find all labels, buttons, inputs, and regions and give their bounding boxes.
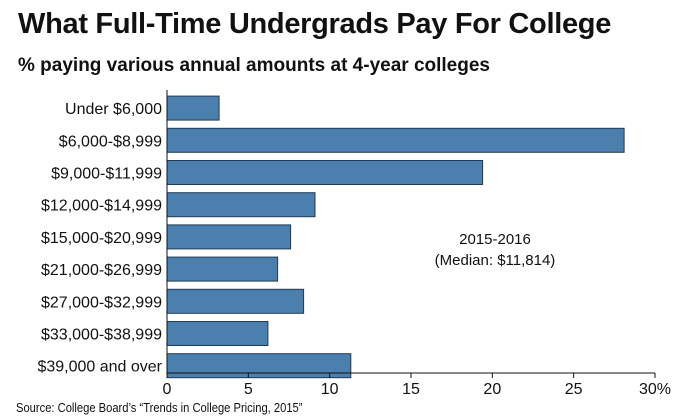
bar-4	[166, 224, 292, 250]
x-tick-label: 15	[402, 381, 420, 398]
bar-6	[166, 288, 305, 314]
x-tick-label: 0	[163, 381, 172, 398]
x-axis: 0 5 10 15 20 25 30%	[163, 90, 671, 398]
bar-8	[166, 353, 352, 379]
annotation-line-2: (Median: $11,814)	[435, 252, 556, 269]
source-note: Source: College Board’s “Trends in Colle…	[16, 400, 303, 415]
x-tick-label: 5	[244, 381, 253, 398]
x-tick-label: 20	[483, 381, 501, 398]
chart-title: What Full-Time Undergrads Pay For Colleg…	[18, 8, 612, 40]
category-label: $27,000-$32,999	[41, 294, 162, 311]
category-label: $12,000-$14,999	[41, 198, 162, 215]
category-labels: Under $6,000 $6,000-$8,999 $9,000-$11,999 $…	[37, 101, 162, 376]
category-label: $33,000-$38,999	[41, 327, 162, 344]
bar-3	[166, 192, 316, 218]
bar-2	[166, 160, 484, 185]
bars-layer	[166, 95, 625, 379]
x-tick-label: 10	[321, 381, 339, 398]
bar-1	[166, 127, 625, 153]
category-label: $6,000-$8,999	[59, 133, 162, 150]
annotation-line-1: 2015-2016	[459, 231, 531, 248]
x-tick-label: 30%	[639, 381, 671, 398]
bar-0	[166, 95, 220, 121]
bar-7	[166, 321, 269, 346]
category-label: $9,000-$11,999	[51, 166, 162, 183]
bar-5	[166, 256, 279, 282]
category-label: Under $6,000	[65, 101, 162, 118]
category-label: $21,000-$26,999	[41, 262, 162, 279]
category-label: $39,000 and over	[37, 359, 162, 376]
category-label: $15,000-$20,999	[41, 230, 162, 247]
x-tick-label: 25	[565, 381, 583, 398]
chart-subtitle: % paying various annual amounts at 4-yea…	[18, 55, 490, 76]
